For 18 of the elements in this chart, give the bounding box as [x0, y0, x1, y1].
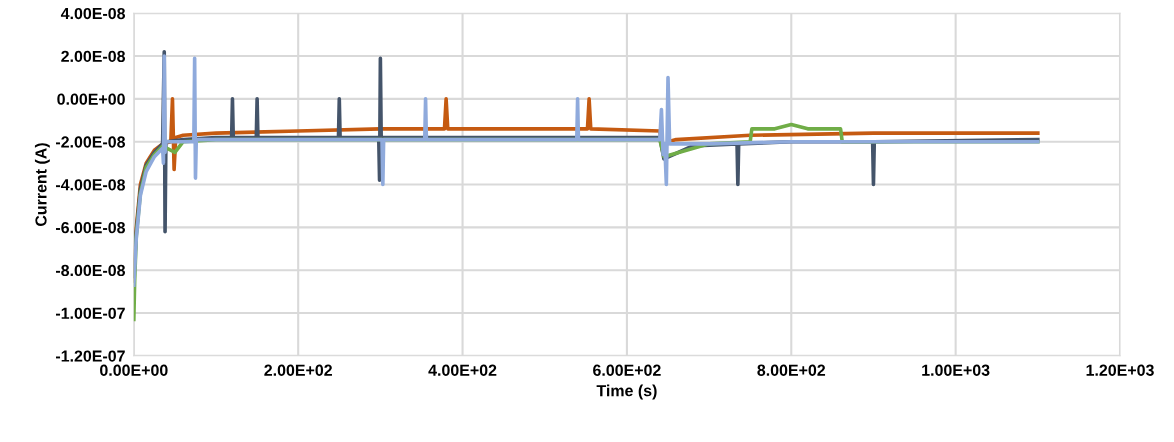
- y-tick-label: -6.00E-08: [55, 221, 126, 234]
- y-tick-label: -2.00E-08: [55, 136, 126, 148]
- y-tick-label: -4.00E-08: [55, 179, 126, 191]
- x-axis-title: Time (s): [596, 384, 657, 400]
- x-tick-label: 2.00E+02: [264, 364, 332, 376]
- x-tick-label: 8.00E+02: [757, 364, 826, 376]
- y-tick-label: 2.00E-08: [61, 50, 126, 63]
- x-tick-label: 6.00E+02: [593, 364, 661, 376]
- y-tick-label: 0.00E+00: [57, 93, 125, 105]
- y-axis-title: Current (A): [34, 143, 50, 227]
- y-tick-label: -1.20E-07: [55, 350, 125, 362]
- x-tick-label: 1.20E+03: [1086, 364, 1154, 376]
- y-tick-label: -1.00E-07: [55, 307, 125, 319]
- x-tick-label: 1.00E+03: [922, 364, 990, 376]
- x-tick-label: 0.00E+00: [100, 364, 168, 376]
- y-tick-label: 4.00E-08: [60, 7, 126, 20]
- y-tick-label: -8.00E-08: [55, 264, 126, 277]
- x-tick-label: 4.00E+02: [428, 364, 497, 376]
